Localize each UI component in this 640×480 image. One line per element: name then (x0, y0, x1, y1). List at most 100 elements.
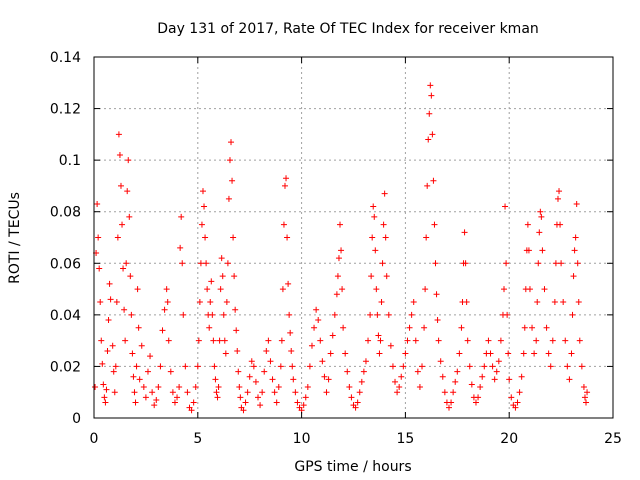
data-point (487, 350, 494, 357)
data-point (231, 273, 238, 280)
data-point (161, 306, 168, 313)
data-point (584, 389, 591, 396)
data-point (263, 347, 270, 354)
data-point (115, 131, 122, 138)
data-point (402, 350, 409, 357)
data-point (136, 376, 143, 383)
data-point (210, 337, 217, 344)
data-point (437, 358, 444, 365)
data-point (273, 399, 280, 406)
data-point (178, 213, 185, 220)
data-point (213, 389, 220, 396)
data-point (358, 378, 365, 385)
data-point (207, 298, 214, 305)
data-point (229, 177, 236, 184)
data-point (400, 363, 407, 370)
data-point (578, 363, 585, 370)
data-point (271, 389, 278, 396)
data-point (99, 360, 106, 367)
data-point (493, 368, 500, 375)
y-tick-label: 0 (72, 411, 81, 427)
data-point (463, 298, 470, 305)
data-point (217, 286, 224, 293)
data-point (392, 378, 399, 385)
x-tick-label: 25 (604, 431, 622, 447)
y-tick-label: 0.06 (50, 256, 81, 272)
data-point (119, 221, 126, 228)
data-point (199, 188, 206, 195)
data-point (182, 363, 189, 370)
data-point (549, 337, 556, 344)
data-point (535, 260, 542, 267)
data-point (543, 324, 550, 331)
data-point (539, 247, 546, 254)
data-point (580, 384, 587, 391)
data-point (426, 110, 433, 117)
data-point (379, 260, 386, 267)
data-point (92, 384, 99, 391)
data-point (155, 384, 162, 391)
data-point (259, 389, 266, 396)
data-point (149, 389, 156, 396)
data-point (475, 394, 482, 401)
data-point (423, 234, 430, 241)
data-point (147, 353, 154, 360)
data-point (221, 337, 228, 344)
data-point (461, 229, 468, 236)
data-point (576, 337, 583, 344)
data-point (283, 175, 290, 182)
data-point (121, 306, 128, 313)
data-point (225, 195, 232, 202)
data-point (105, 317, 112, 324)
data-point (308, 342, 315, 349)
data-point (197, 260, 204, 267)
data-point (228, 139, 235, 146)
data-point (534, 298, 541, 305)
data-point (433, 291, 440, 298)
data-point (416, 384, 423, 391)
data-point (428, 92, 435, 99)
x-tick-label: 10 (293, 431, 311, 447)
data-point (242, 399, 249, 406)
x-tick-label: 5 (193, 431, 202, 447)
data-point (201, 203, 208, 210)
data-point (339, 286, 346, 293)
data-point (255, 394, 262, 401)
data-point (573, 200, 580, 207)
data-point (98, 337, 105, 344)
data-point (212, 376, 219, 383)
data-point (100, 381, 107, 388)
data-point (106, 280, 113, 287)
x-tick-label: 15 (396, 431, 414, 447)
data-point (489, 363, 496, 370)
y-axis-label: ROTI / TECUs (7, 192, 23, 284)
data-point (94, 200, 101, 207)
data-point (454, 368, 461, 375)
data-point (434, 317, 441, 324)
data-point (311, 324, 318, 331)
data-point (342, 350, 349, 357)
data-point (462, 260, 469, 267)
data-point (502, 203, 509, 210)
data-point (123, 260, 130, 267)
data-point (520, 350, 527, 357)
data-point (504, 311, 511, 318)
data-point (111, 389, 118, 396)
data-point (117, 182, 124, 189)
data-point (129, 350, 136, 357)
data-point (430, 177, 437, 184)
chart-title: Day 131 of 2017, Rate Of TEC Index for r… (157, 21, 539, 37)
data-point (365, 337, 372, 344)
data-point (244, 389, 251, 396)
data-point (211, 363, 218, 370)
data-point (464, 337, 471, 344)
data-point (368, 273, 375, 280)
data-point (246, 373, 253, 380)
data-point (142, 394, 149, 401)
data-point (179, 260, 186, 267)
data-point (257, 402, 264, 409)
data-point (329, 332, 336, 339)
data-point (286, 311, 293, 318)
data-point (435, 337, 442, 344)
data-point (134, 286, 141, 293)
